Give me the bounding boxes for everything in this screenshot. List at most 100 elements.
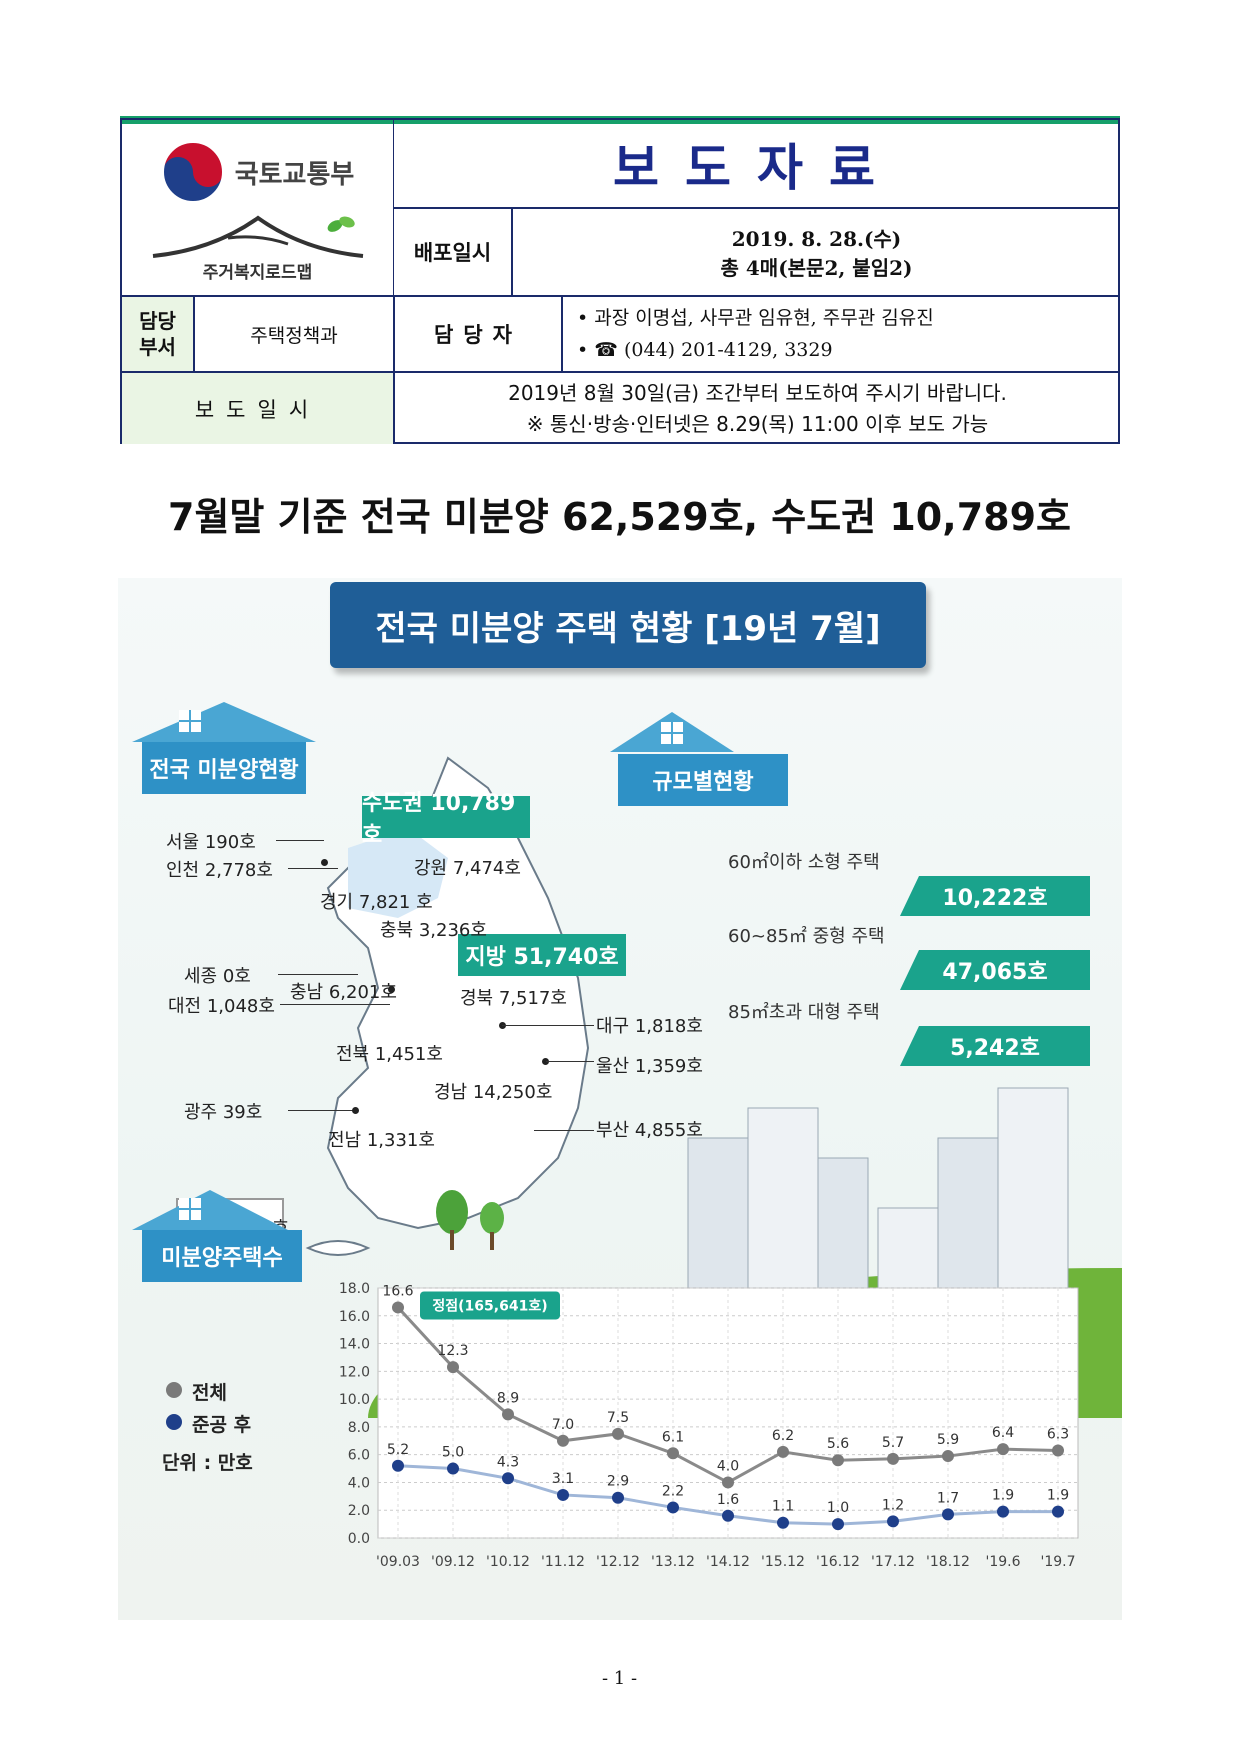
data-point bbox=[557, 1488, 569, 1501]
region-gangwon: 강원 7,474호 bbox=[414, 858, 521, 879]
section-size: 규모별현황 bbox=[618, 754, 788, 806]
data-label: 1.2 bbox=[882, 1497, 904, 1513]
x-tick-label: '16.12 bbox=[816, 1554, 860, 1570]
region-gyeongnam: 경남 14,250호 bbox=[434, 1082, 553, 1103]
leader-line bbox=[288, 1110, 354, 1111]
doc-title: 보도자료 bbox=[613, 138, 901, 197]
data-label: 1.0 bbox=[827, 1500, 849, 1516]
data-label: 6.4 bbox=[992, 1425, 1014, 1441]
data-point bbox=[1052, 1505, 1064, 1518]
header-top-bar bbox=[120, 116, 1120, 124]
x-tick-label: '19.6 bbox=[985, 1554, 1020, 1570]
data-label: 6.1 bbox=[662, 1429, 684, 1445]
region-daejeon: 대전 1,048호 bbox=[168, 996, 275, 1017]
local-pill: 지방 51,740호 bbox=[458, 934, 626, 976]
y-tick-label: 6.0 bbox=[348, 1448, 370, 1464]
x-tick-label: '19.7 bbox=[1040, 1554, 1075, 1570]
data-point bbox=[667, 1447, 679, 1460]
data-label: 7.0 bbox=[552, 1417, 574, 1433]
y-tick-label: 16.0 bbox=[339, 1309, 370, 1325]
doc-title-cell: 보도자료 bbox=[394, 120, 1120, 208]
ministry-name: 국토교통부 bbox=[234, 159, 355, 190]
size-label-small: 60㎡이하 소형 주택 bbox=[728, 852, 880, 873]
x-tick-label: '11.12 bbox=[541, 1554, 585, 1570]
x-tick-label: '09.12 bbox=[431, 1554, 475, 1570]
region-sejong: 세종 0호 bbox=[184, 966, 251, 987]
dist-label: 배포일시 bbox=[394, 208, 512, 296]
data-point bbox=[667, 1501, 679, 1514]
x-tick-label: '13.12 bbox=[651, 1554, 695, 1570]
dept-label-2: 부서 bbox=[139, 335, 176, 359]
legend-completed: 준공 후 bbox=[192, 1414, 252, 1436]
map-dot bbox=[321, 859, 328, 866]
release-value-cell: 2019년 8월 30일(금) 조간부터 보도하여 주시기 바랍니다. ※ 통신… bbox=[394, 372, 1120, 444]
region-jeonbuk: 전북 1,451호 bbox=[336, 1044, 443, 1065]
legend-completed-icon bbox=[166, 1414, 182, 1430]
data-point bbox=[447, 1462, 459, 1475]
peak-callout-label: 정점(165,641호) bbox=[432, 1297, 547, 1314]
line-chart: 18.0 16.0 14.0 12.0 10.0 8.0 6.0 4.0 2.0 0.0 '09.0… bbox=[339, 1281, 1079, 1570]
logo-cell: 국토교통부 주거복지로드맵 bbox=[122, 120, 394, 296]
y-tick-label: 18.0 bbox=[339, 1281, 370, 1297]
region-gyeonggi: 경기 7,821 호 bbox=[320, 892, 433, 913]
data-point bbox=[722, 1509, 734, 1522]
data-label: 5.0 bbox=[442, 1445, 464, 1461]
window-icon bbox=[179, 1198, 201, 1220]
size-value-small: 10,222호 bbox=[900, 876, 1090, 916]
data-label: 5.2 bbox=[387, 1442, 409, 1458]
region-daegu: 대구 1,818호 bbox=[596, 1016, 703, 1037]
data-label: 16.6 bbox=[382, 1283, 413, 1299]
data-label: 5.7 bbox=[882, 1435, 904, 1451]
x-tick-label: '14.12 bbox=[706, 1554, 750, 1570]
region-jeonnam: 전남 1,331호 bbox=[328, 1130, 435, 1151]
region-incheon: 인천 2,778호 bbox=[166, 860, 273, 881]
size-label-large: 85㎡초과 대형 주택 bbox=[728, 1002, 880, 1023]
region-gyeongbuk: 경북 7,517호 bbox=[460, 988, 567, 1009]
window-icon bbox=[179, 710, 201, 732]
data-point bbox=[1052, 1444, 1064, 1457]
y-tick-label: 0.0 bbox=[348, 1531, 370, 1547]
region-gwangju: 광주 39호 bbox=[184, 1102, 263, 1123]
dist-pages: 총 4매(본문2, 붙임2) bbox=[720, 256, 913, 280]
dist-date: 2019. 8. 28.(수) bbox=[731, 227, 902, 251]
data-label: 1.9 bbox=[992, 1488, 1014, 1504]
release-line-1: 2019년 8월 30일(금) 조간부터 보도하여 주시기 바랍니다. bbox=[508, 380, 1007, 405]
legend-total-icon bbox=[166, 1382, 182, 1398]
map-dot bbox=[542, 1058, 549, 1065]
peak-callout-box bbox=[420, 1291, 560, 1320]
house-roof-icon bbox=[132, 702, 316, 742]
leader-line bbox=[280, 1004, 390, 1005]
data-label: 12.3 bbox=[437, 1343, 468, 1359]
data-label: 5.6 bbox=[827, 1436, 849, 1452]
press-header-table: 국토교통부 주거복지로드맵 보도자료 배포일시 2019. 8. 28.(수) … bbox=[120, 118, 1120, 444]
data-point bbox=[447, 1361, 459, 1374]
data-point bbox=[612, 1427, 624, 1440]
data-label: 1.9 bbox=[1047, 1488, 1069, 1504]
headline: 7월말 기준 전국 미분양 62,529호, 수도권 10,789호 bbox=[168, 495, 1071, 539]
data-label: 5.9 bbox=[937, 1432, 959, 1448]
legend-total: 전체 bbox=[192, 1382, 227, 1404]
data-point bbox=[722, 1476, 734, 1489]
dept-label-cell: 담당 부서 bbox=[122, 296, 194, 372]
data-point bbox=[942, 1508, 954, 1521]
leader-line bbox=[546, 1061, 594, 1062]
data-label: 1.1 bbox=[772, 1499, 794, 1515]
data-label: 1.7 bbox=[937, 1490, 959, 1506]
y-tick-label: 12.0 bbox=[339, 1364, 370, 1380]
data-label: 1.6 bbox=[717, 1492, 739, 1508]
data-point bbox=[887, 1452, 899, 1465]
data-label: 7.5 bbox=[607, 1410, 629, 1426]
y-tick-label: 2.0 bbox=[348, 1503, 370, 1519]
section-national: 전국 미분양현황 bbox=[142, 742, 306, 794]
data-point bbox=[392, 1301, 404, 1314]
data-point bbox=[887, 1515, 899, 1528]
region-seoul: 서울 190호 bbox=[166, 832, 256, 853]
x-tick-label: '10.12 bbox=[486, 1554, 530, 1570]
data-point bbox=[557, 1434, 569, 1447]
dist-value-cell: 2019. 8. 28.(수) 총 4매(본문2, 붙임2) bbox=[512, 208, 1120, 296]
y-tick-label: 8.0 bbox=[348, 1420, 370, 1436]
y-tick-label: 4.0 bbox=[348, 1475, 370, 1491]
window-icon bbox=[661, 722, 683, 744]
data-point bbox=[392, 1459, 404, 1472]
x-tick-label: '09.03 bbox=[376, 1554, 420, 1570]
